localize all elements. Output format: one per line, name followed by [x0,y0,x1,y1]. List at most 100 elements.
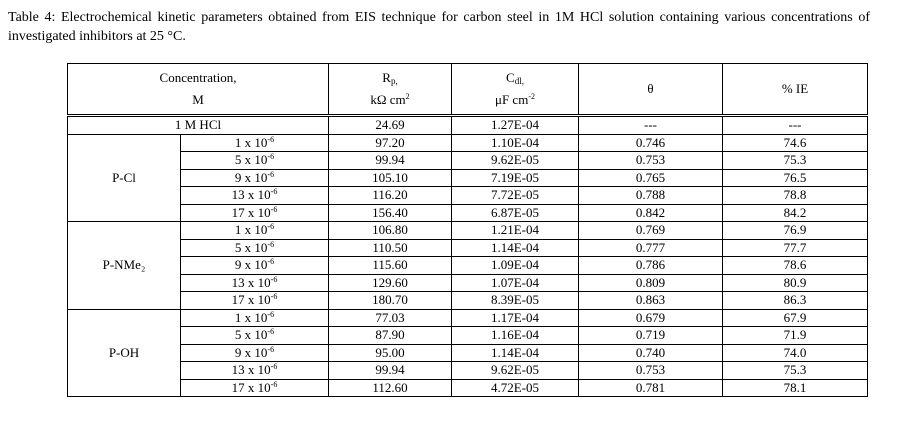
conc-base: 1 x 10 [234,134,268,150]
conc-exp: -6 [267,152,275,162]
table-row: 5 x 10-6 87.90 1.16E-04 0.719 71.9 [68,326,868,345]
cell: 84.2 [722,203,868,222]
header-symbol: R [382,70,391,85]
cell: 1.07E-04 [451,273,579,292]
header-unit: μF cm [494,92,529,107]
concentration-cell: 1 x 10-6 [180,308,329,327]
group-label: P-NMe₂ [67,221,181,310]
conc-base: 9 x 10 [234,344,268,360]
cell: 7.72E-05 [451,186,579,205]
conc-exp: -6 [267,222,275,232]
cell: 99.94 [328,151,452,170]
conc-base: 9 x 10 [234,169,268,185]
table-row: 9 x 10-6 115.60 1.09E-04 0.786 78.6 [68,256,868,275]
conc-exp: -6 [267,239,275,249]
cell: --- [578,114,723,135]
header-superscript: 2 [405,92,410,101]
cell: 129.60 [328,273,452,292]
cell: 0.746 [578,133,723,152]
cell: 0.769 [578,221,723,240]
conc-base: 17 x 10 [231,292,271,308]
cell: 97.20 [328,133,452,152]
cell: 0.863 [578,291,723,310]
cell: 116.20 [328,186,452,205]
header-cell: θ [578,63,723,116]
cell: 105.10 [328,168,452,187]
header-cell: Cdl, μF cm-2 [451,63,579,116]
cell: 1.14E-04 [451,343,579,362]
table-row: 9 x 10-6 105.10 7.19E-05 0.765 76.5 [68,168,868,187]
cell: 75.3 [722,361,868,380]
cell: 0.753 [578,361,723,380]
cell: 0.765 [578,168,723,187]
cell: 87.90 [328,326,452,345]
table-row: P-OH 1 x 10-6 77.03 1.17E-04 0.679 67.9 [67,308,868,397]
conc-base: 13 x 10 [231,362,271,378]
cell: --- [722,114,868,135]
concentration-cell: 17 x 10-6 [180,378,329,397]
header-symbol: C [506,70,515,85]
header-unit: kΩ cm [370,92,406,107]
table-row: Concentration, M Rp, kΩ cm2 Cdl, μF cm-2 θ% IE [67,63,868,116]
concentration-cell: 17 x 10-6 [180,203,329,222]
cell: 106.80 [328,221,452,240]
concentration-cell: 17 x 10-6 [180,291,329,310]
table-row: 9 x 10-6 95.00 1.14E-04 0.740 74.0 [68,343,868,362]
cell: 180.70 [328,291,452,310]
header-text: μF cm-2 [452,89,578,111]
cell: 24.69 [328,114,452,135]
cell: 95.00 [328,343,452,362]
header-superscript: -2 [528,92,535,101]
group-label: P-Cl [67,133,181,222]
cell: 74.6 [722,133,868,152]
concentration-cell: 5 x 10-6 [180,238,329,257]
concentration-cell: 9 x 10-6 [180,168,329,187]
table-row: 5 x 10-6 110.50 1.14E-04 0.777 77.7 [68,238,868,257]
conc-exp: -6 [270,274,278,284]
conc-exp: -6 [267,169,275,179]
caption: Table 4: Electrochemical kinetic paramet… [8,10,870,44]
cell: 0.777 [578,238,723,257]
conc-base: 5 x 10 [234,239,268,255]
cell: 0.740 [578,343,723,362]
conc-exp: -6 [270,362,278,372]
table-row: 1 M HCl 24.69 1.27E-04 --- --- [67,114,868,135]
conc-base: 13 x 10 [231,187,271,203]
cell: 71.9 [722,326,868,345]
conc-exp: -6 [267,134,275,144]
kinetic-table: Concentration, M Rp, kΩ cm2 Cdl, μF cm-2 θ% IE… [67,63,868,397]
cell: 7.19E-05 [451,168,579,187]
cell: 67.9 [722,308,868,327]
concentration-cell: 9 x 10-6 [180,343,329,362]
cell: 78.8 [722,186,868,205]
cell: 9.62E-05 [451,361,579,380]
header-text: M [192,92,204,107]
table-row: 13 x 10-6 129.60 1.07E-04 0.809 80.9 [68,273,868,292]
table-row: 13 x 10-6 99.94 9.62E-05 0.753 75.3 [68,361,868,380]
cell: 1.09E-04 [451,256,579,275]
conc-exp: -6 [267,327,275,337]
cell: 1.10E-04 [451,133,579,152]
cell: 0.679 [578,308,723,327]
cell: 1.14E-04 [451,238,579,257]
conc-base: 1 x 10 [234,309,268,325]
table-row: P-Cl 1 x 10-6 97.20 1.10E-04 0.746 74.6 [67,133,868,222]
cell: 1.21E-04 [451,221,579,240]
header-cell: % IE [722,63,868,116]
conc-base: 17 x 10 [231,379,271,395]
cell: 1.17E-04 [451,308,579,327]
header-text: Cdl, [452,67,578,89]
cell: 1.16E-04 [451,326,579,345]
cell: 0.788 [578,186,723,205]
table-row: 13 x 10-6 116.20 7.72E-05 0.788 78.8 [68,186,868,205]
cell: 8.39E-05 [451,291,579,310]
cell: 4.72E-05 [451,378,579,397]
header-text: Concentration, [159,70,237,85]
cell: 110.50 [328,238,452,257]
table-row: 17 x 10-6 156.40 6.87E-05 0.842 84.2 [68,203,868,222]
conc-exp: -6 [267,309,275,319]
conc-exp: -6 [267,344,275,354]
cell: 0.809 [578,273,723,292]
table-row: 5 x 10-6 99.94 9.62E-05 0.753 75.3 [68,151,868,170]
